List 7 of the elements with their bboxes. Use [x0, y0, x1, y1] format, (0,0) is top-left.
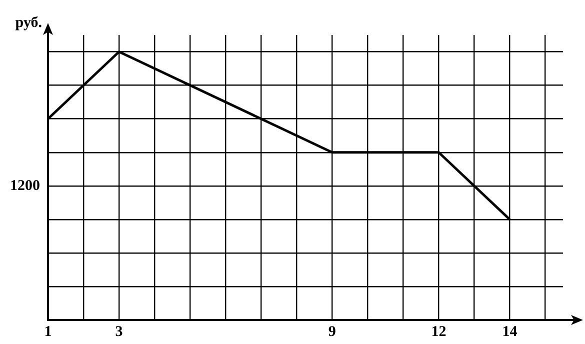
- x-tick-label: 1: [44, 324, 52, 340]
- y-axis-title: руб.: [15, 14, 42, 31]
- x-tick-label: 14: [502, 324, 518, 340]
- x-tick-label: 3: [115, 324, 123, 340]
- text: 1200: [10, 178, 40, 194]
- x-tick-label: 9: [328, 324, 336, 340]
- x-tick-label: 12: [431, 324, 446, 340]
